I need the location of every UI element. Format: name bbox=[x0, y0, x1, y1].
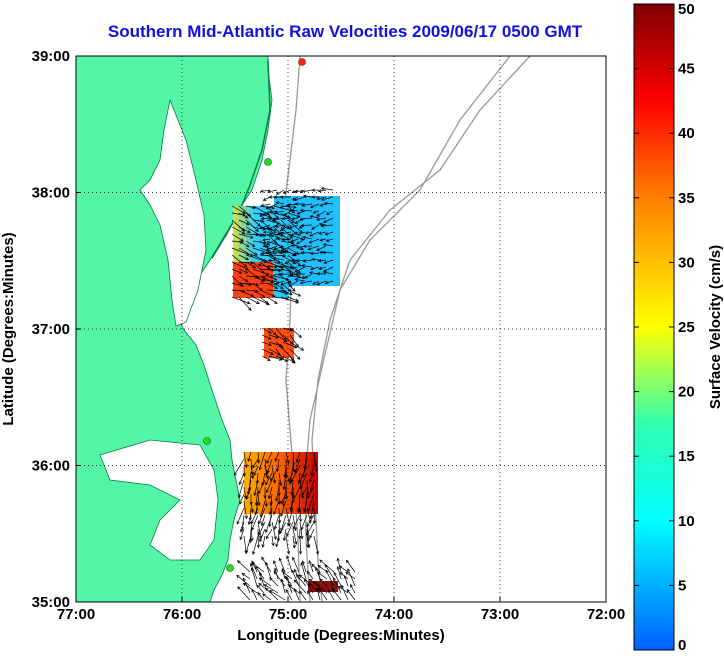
x-tick-label: 72:00 bbox=[587, 606, 625, 623]
y-tick-label: 37:00 bbox=[32, 321, 70, 338]
x-tick-label: 76:00 bbox=[163, 606, 201, 623]
y-tick-label: 36:00 bbox=[32, 458, 70, 475]
station bbox=[264, 158, 272, 166]
station bbox=[226, 564, 234, 572]
station bbox=[298, 58, 306, 66]
colorbar-tick-label: 15 bbox=[678, 448, 695, 465]
y-tick-label: 39:00 bbox=[32, 48, 70, 65]
colorbar-tick-label: 20 bbox=[678, 384, 695, 401]
y-tick-label: 35:00 bbox=[32, 594, 70, 611]
southern-patch bbox=[308, 581, 338, 592]
colorbar-tick-label: 5 bbox=[678, 577, 686, 594]
colorbar-tick-label: 35 bbox=[678, 190, 695, 207]
colorbar-tick-label: 45 bbox=[678, 61, 695, 78]
colorbar-tick-label: 25 bbox=[678, 319, 695, 336]
colorbar bbox=[633, 3, 675, 651]
x-tick-label: 77:00 bbox=[57, 606, 95, 623]
station bbox=[203, 437, 211, 445]
colorbar-label: Surface Velocity (cm/s) bbox=[707, 245, 724, 409]
x-tick-label: 75:00 bbox=[269, 606, 307, 623]
colorbar-tick-label: 30 bbox=[678, 254, 695, 271]
colorbar-tick-label: 0 bbox=[678, 637, 686, 654]
y-axis-label: Latitude (Degrees:Minutes) bbox=[0, 232, 17, 425]
y-tick-label: 38:00 bbox=[32, 185, 70, 202]
x-axis-label: Longitude (Degrees:Minutes) bbox=[237, 627, 445, 644]
x-tick-label: 74:00 bbox=[375, 606, 413, 623]
velocity-arrows bbox=[231, 186, 356, 601]
colorbar-tick-label: 50 bbox=[678, 1, 695, 18]
colorbar-tick-label: 10 bbox=[678, 513, 695, 530]
colorbar-tick-label: 40 bbox=[678, 125, 695, 142]
x-tick-label: 73:00 bbox=[481, 606, 519, 623]
map-title: Southern Mid-Atlantic Raw Velocities 200… bbox=[107, 22, 583, 41]
